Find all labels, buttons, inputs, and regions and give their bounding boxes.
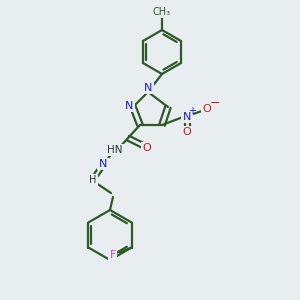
Text: H: H xyxy=(89,175,97,185)
Text: HN: HN xyxy=(107,145,123,155)
Text: +: + xyxy=(188,106,196,116)
Text: N: N xyxy=(99,159,107,169)
Text: O: O xyxy=(183,127,191,137)
Text: N: N xyxy=(144,83,152,93)
Text: O: O xyxy=(202,104,211,114)
Text: CH₃: CH₃ xyxy=(153,7,171,17)
Text: N: N xyxy=(125,101,133,111)
Text: −: − xyxy=(210,97,220,110)
Text: N: N xyxy=(183,112,191,122)
Text: O: O xyxy=(142,143,152,153)
Text: F: F xyxy=(110,250,116,260)
